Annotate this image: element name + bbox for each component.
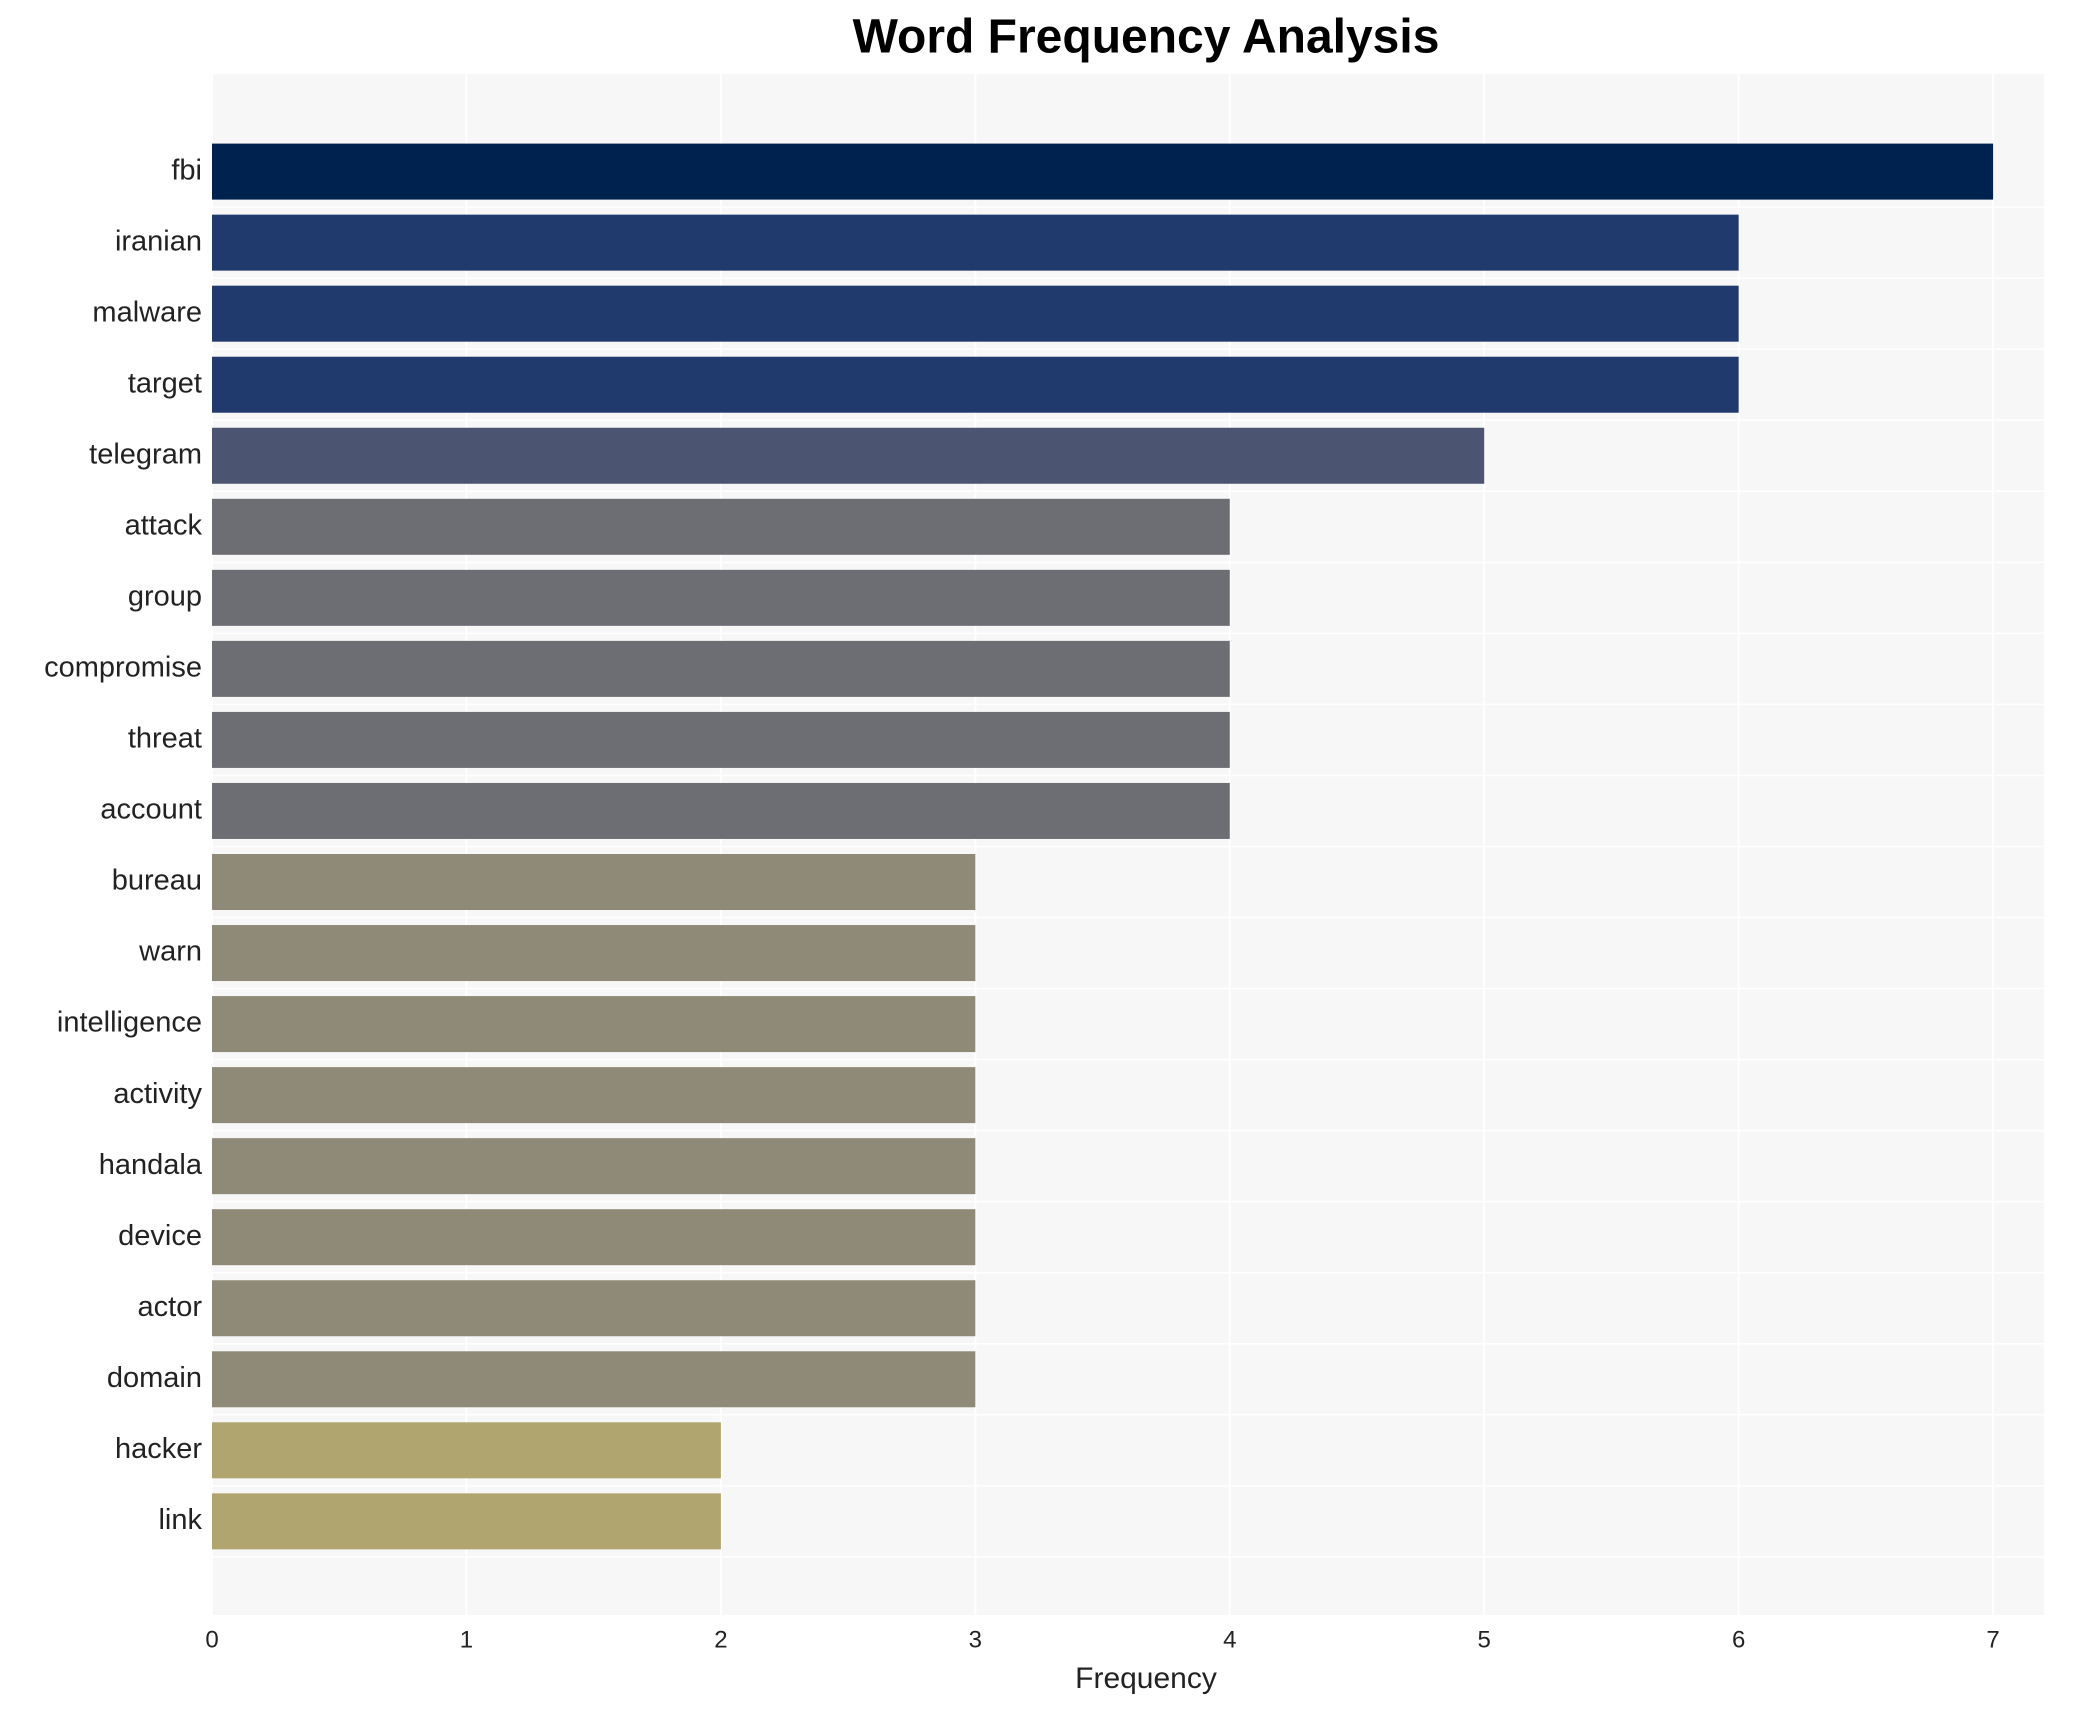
bar [212,1280,976,1337]
y-tick-label: group [128,580,202,612]
y-tick-label: link [158,1504,202,1536]
x-tick-label: 6 [1732,1626,1745,1653]
bar [212,498,1230,555]
y-tick-label: telegram [89,438,202,470]
x-tick-label: 5 [1478,1626,1491,1653]
y-tick-label: warn [138,936,202,968]
y-tick-label: domain [107,1362,202,1394]
y-tick-label: hacker [115,1433,202,1465]
y-tick-label: threat [128,723,202,755]
x-tick-label: 2 [714,1626,727,1653]
y-tick-label: handala [99,1149,203,1181]
bar [212,640,1230,697]
bar [212,285,1739,342]
x-tick-label: 1 [460,1626,473,1653]
bar [212,427,1485,484]
y-tick-label: attack [125,509,203,541]
bar [212,1209,976,1266]
bar [212,711,1230,768]
bar [212,1493,721,1550]
y-tick-label: device [118,1220,202,1252]
bar [212,143,1994,200]
chart-title: Word Frequency Analysis [853,11,1440,64]
y-tick-label: fbi [171,154,202,186]
bar [212,854,976,910]
bar [212,569,1230,626]
y-tick-label: activity [113,1078,202,1110]
bar [212,925,976,982]
bar [212,1351,976,1408]
x-tick-label: 7 [1986,1626,1999,1653]
y-tick-label: compromise [44,652,202,684]
bar [212,996,976,1053]
bar [212,782,1230,839]
bar [212,1067,976,1124]
y-tick-label: malware [92,296,202,328]
y-tick-label: iranian [115,225,202,257]
y-tick-label: target [128,367,202,399]
x-tick-label: 0 [205,1626,218,1653]
y-tick-label: account [100,794,202,826]
x-axis-label: Frequency [1075,1662,1217,1695]
bar [212,356,1739,413]
y-tick-label: intelligence [57,1007,202,1039]
bar [212,1138,976,1195]
x-tick-label: 4 [1223,1626,1236,1653]
y-tick-label: actor [138,1291,203,1323]
bar [212,214,1739,271]
x-tick-label: 3 [969,1626,982,1653]
bar [212,1422,721,1479]
y-tick-label: bureau [112,865,202,897]
